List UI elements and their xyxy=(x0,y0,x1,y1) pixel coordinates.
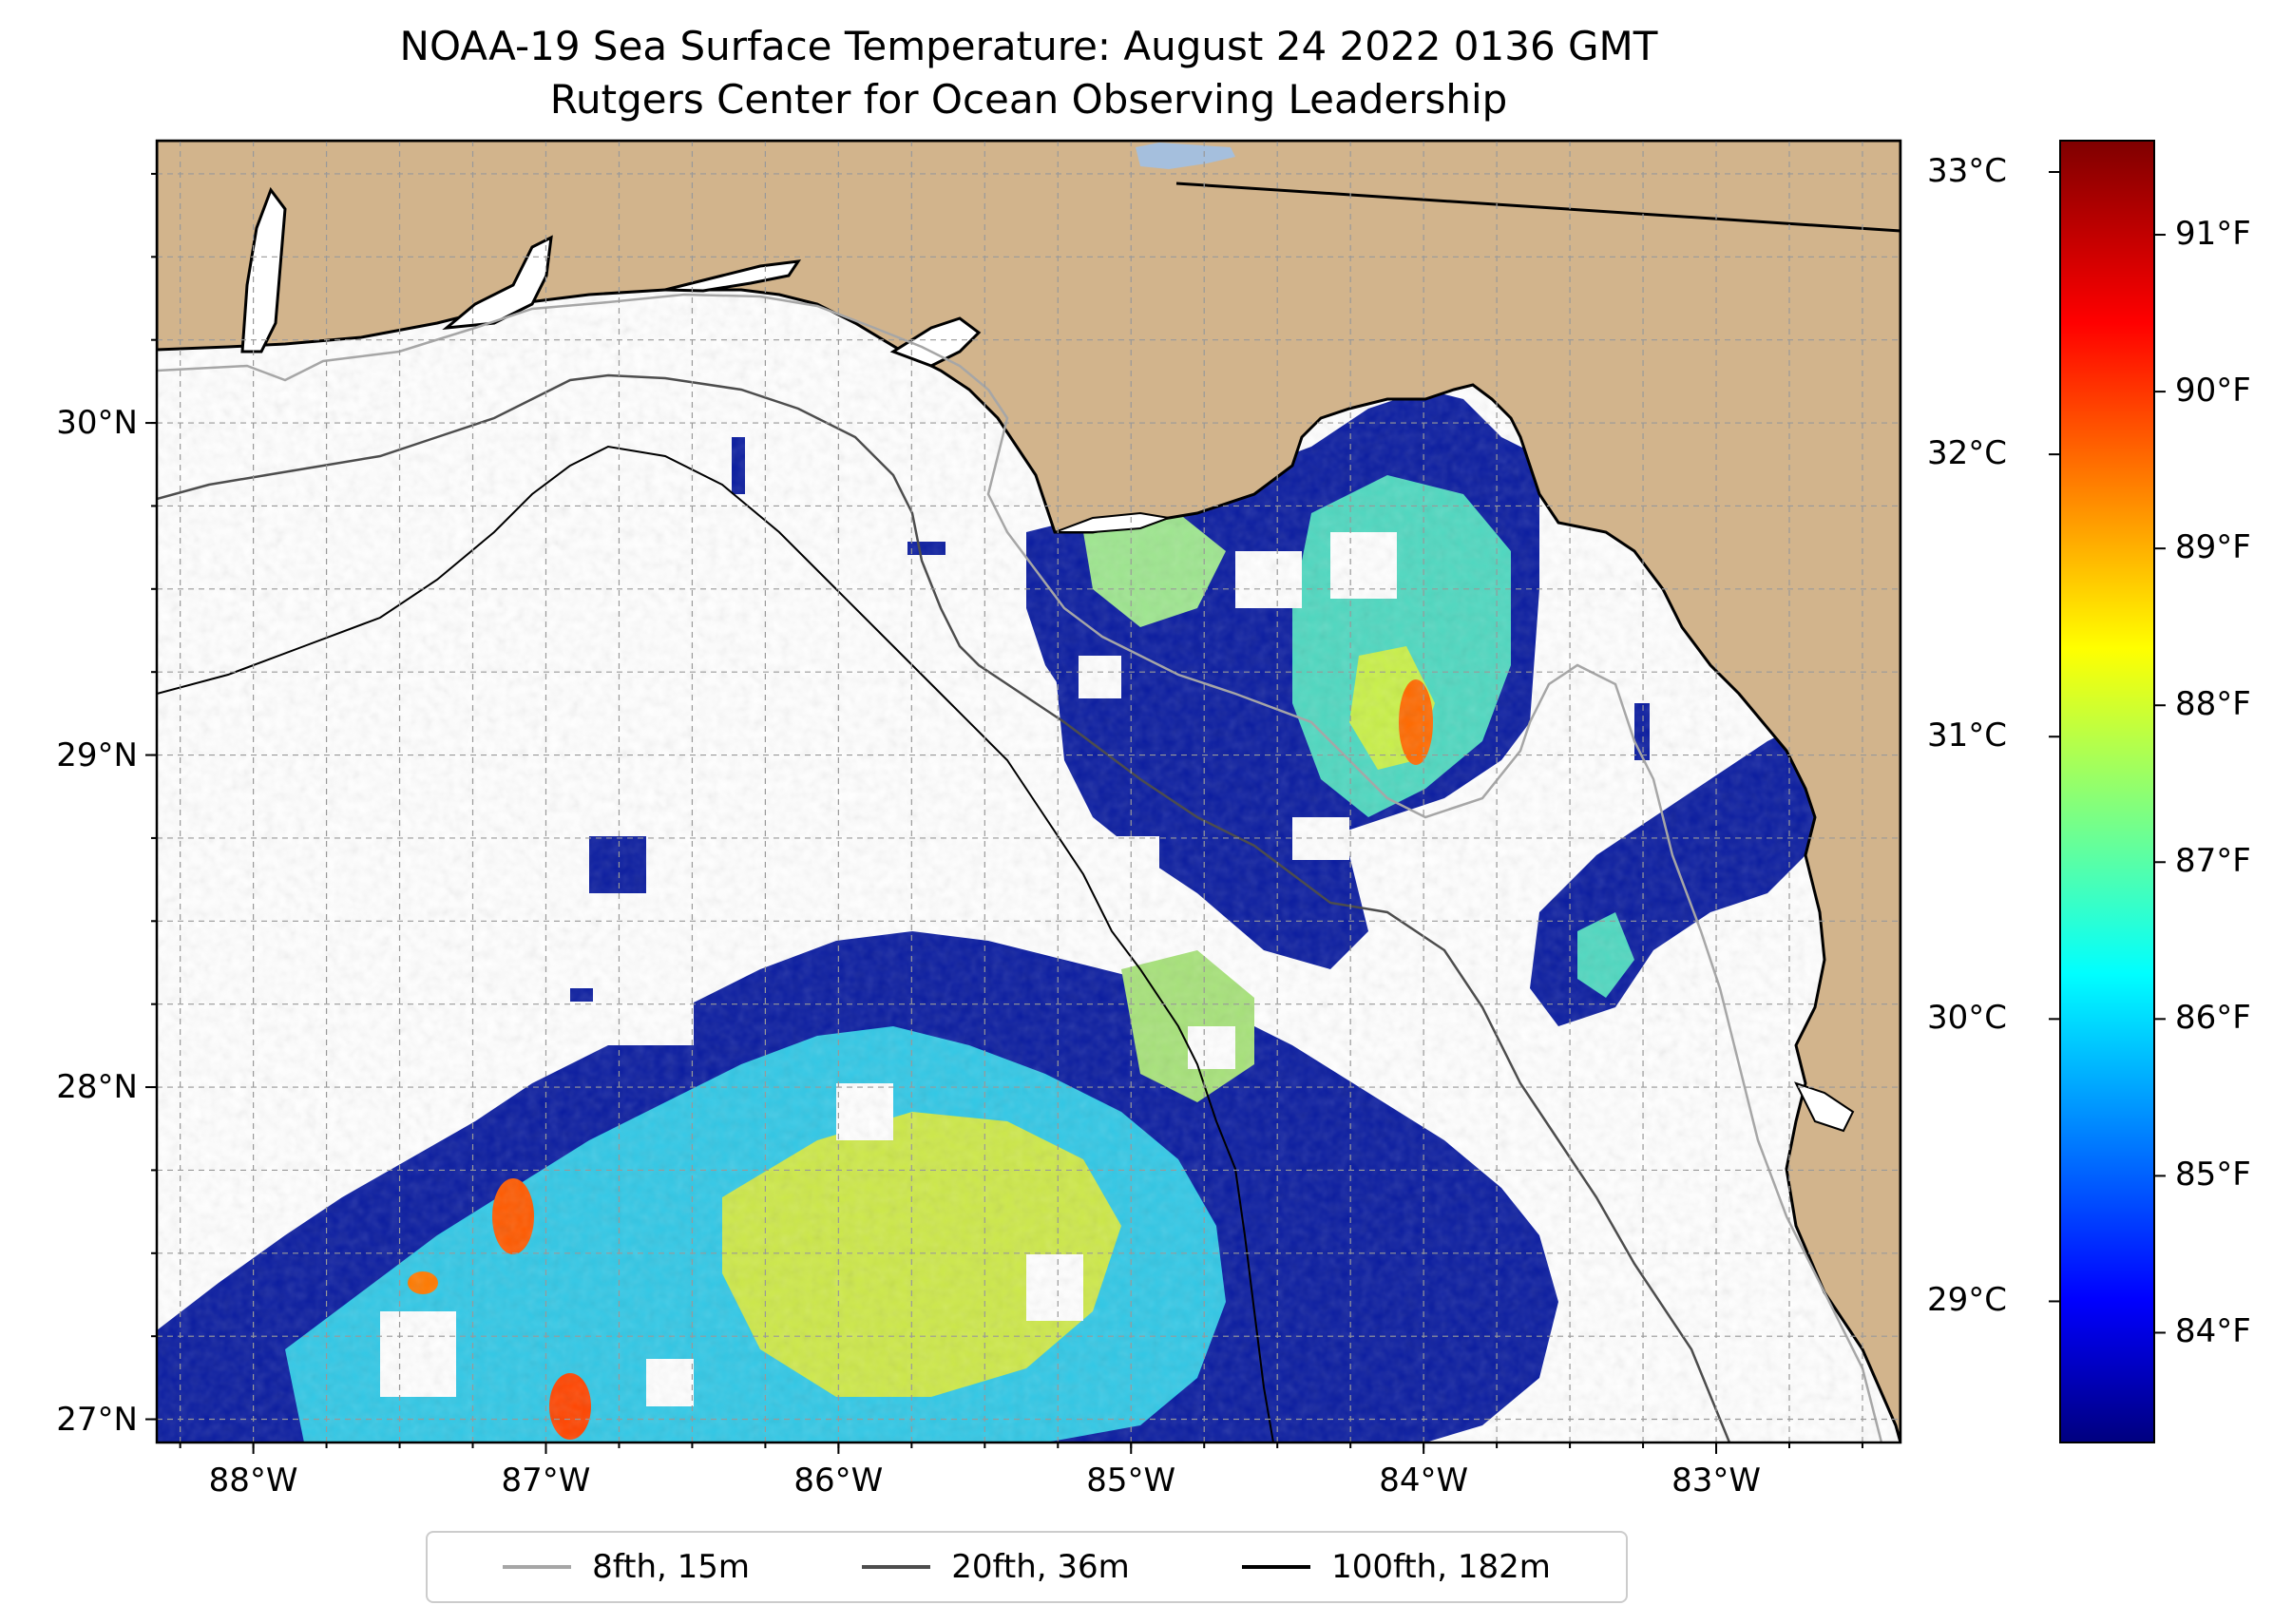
colorbar-c-label: 32°C xyxy=(1927,434,2008,473)
colorbar-f-label: 89°F xyxy=(2175,528,2251,567)
lat-tick-label: 30°N xyxy=(56,404,138,443)
legend-label-20fth: 20fth, 36m xyxy=(951,1548,1130,1586)
colorbar-f-label: 84°F xyxy=(2175,1312,2251,1351)
legend-label-100fth: 100fth, 182m xyxy=(1331,1548,1551,1586)
lon-tick-label: 83°W xyxy=(1671,1462,1761,1500)
map-ticks xyxy=(145,172,1863,1454)
apalachicola-bay xyxy=(1054,511,1173,533)
legend-item-20fth: 20fth, 36m xyxy=(862,1548,1130,1586)
lon-tick-label: 84°W xyxy=(1379,1462,1469,1500)
lon-tick-label: 85°W xyxy=(1086,1462,1176,1500)
colorbar-f-label: 88°F xyxy=(2175,685,2251,724)
lat-tick-label: 29°N xyxy=(56,736,138,774)
colorbar-c-label: 30°C xyxy=(1927,999,2008,1038)
isobath-8fth xyxy=(157,293,1883,1442)
lon-tick-label: 86°W xyxy=(793,1462,884,1500)
figure-title: NOAA-19 Sea Surface Temperature: August … xyxy=(399,23,1658,69)
st-andrews-bay xyxy=(889,316,982,368)
isobath-layer xyxy=(157,293,1883,1442)
colorbar xyxy=(2059,140,2155,1443)
lat-tick-label: 28°N xyxy=(56,1068,138,1107)
colorbar-ticks xyxy=(2049,171,2166,1334)
map-area xyxy=(157,141,1900,1442)
colorbar-f-label: 87°F xyxy=(2175,842,2251,881)
legend-swatch-20fth xyxy=(862,1565,931,1569)
map-frame xyxy=(155,139,1902,1444)
isobath-legend: 8fth, 15m 20fth, 36m 100fth, 182m xyxy=(426,1531,1628,1603)
land-mass xyxy=(157,141,1900,1442)
isobath-20fth xyxy=(157,373,1731,1442)
colorbar-c-label: 29°C xyxy=(1927,1281,2008,1320)
tampa-bay xyxy=(1794,1081,1855,1133)
colorbar-f-label: 90°F xyxy=(2175,372,2251,411)
isobath-100fth xyxy=(157,445,1274,1442)
colorbar-c-label: 31°C xyxy=(1927,716,2008,755)
lon-tick-label: 87°W xyxy=(501,1462,591,1500)
legend-swatch-8fth xyxy=(503,1565,572,1569)
legend-item-8fth: 8fth, 15m xyxy=(503,1548,750,1586)
colorbar-f-label: 86°F xyxy=(2175,999,2251,1038)
colorbar-f-label: 85°F xyxy=(2175,1156,2251,1194)
colorbar-c-label: 33°C xyxy=(1927,152,2008,190)
lat-tick-label: 27°N xyxy=(56,1400,138,1439)
legend-item-100fth: 100fth, 182m xyxy=(1242,1548,1551,1586)
gridlines xyxy=(157,141,1900,1442)
colorbar-f-label: 91°F xyxy=(2175,215,2251,254)
legend-swatch-100fth xyxy=(1242,1565,1311,1569)
figure-subtitle: Rutgers Center for Ocean Observing Leade… xyxy=(549,76,1508,123)
legend-label-8fth: 8fth, 15m xyxy=(592,1548,751,1586)
land-layer xyxy=(157,141,1900,1442)
lon-tick-label: 88°W xyxy=(208,1462,298,1500)
lake-seminole xyxy=(1136,143,1235,169)
state-border xyxy=(1175,182,1900,233)
